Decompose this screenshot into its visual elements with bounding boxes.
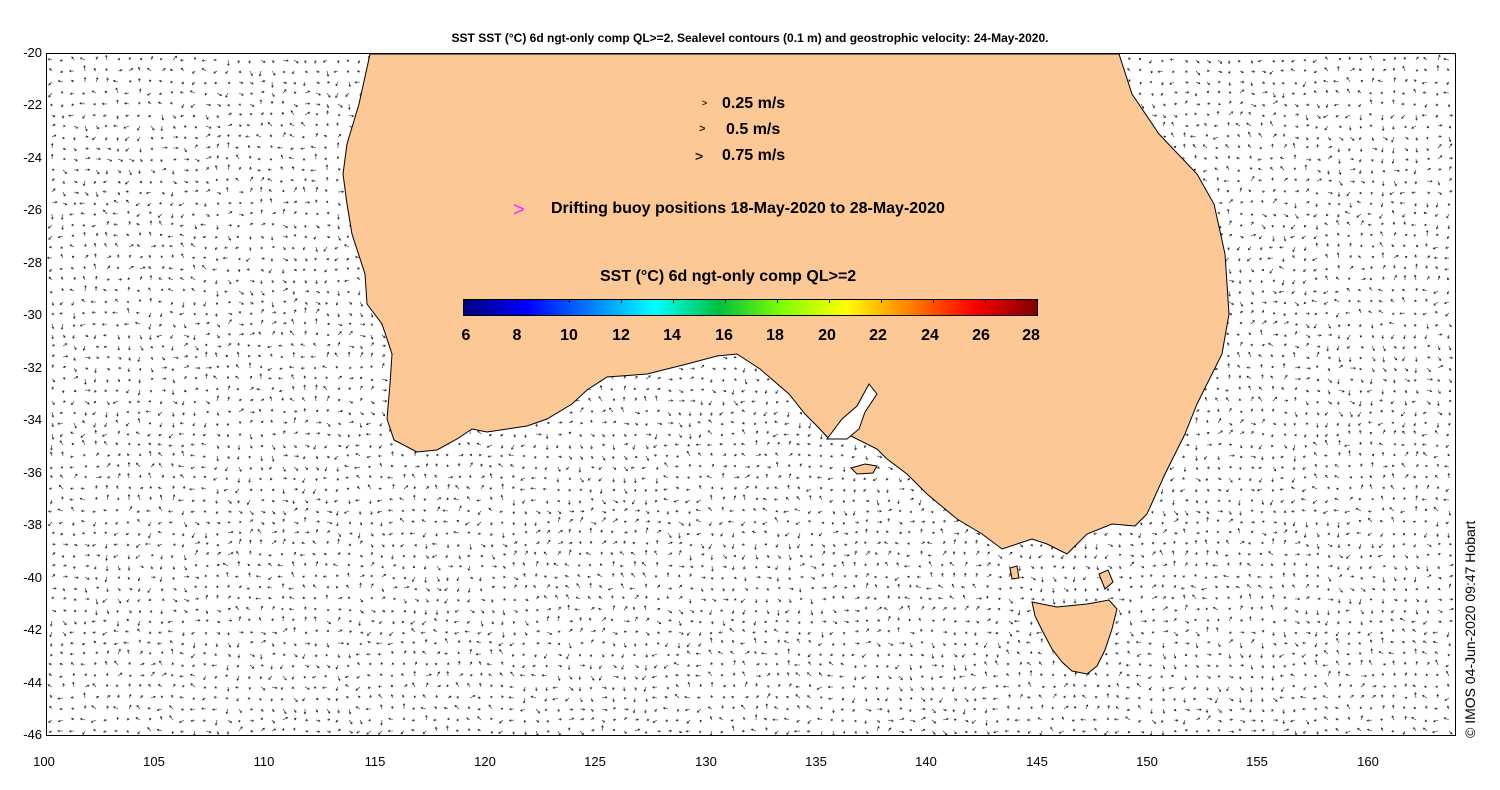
lat-tick-label: -40 — [23, 570, 42, 585]
lon-tick-label: 100 — [33, 754, 55, 769]
colorbar-title: SST (°C) 6d ngt-only comp QL>=2 — [600, 268, 857, 285]
lon-tick-label: 155 — [1246, 754, 1268, 769]
colorbar-tick-label: 12 — [612, 327, 630, 344]
lat-tick-label: -28 — [23, 255, 42, 270]
colorbar-tick-label: 24 — [921, 327, 939, 344]
colorbar-tick-mark — [777, 299, 778, 303]
colorbar-tick-label: 18 — [766, 327, 784, 344]
colorbar-tick-mark — [621, 299, 622, 303]
colorbar-tick-mark — [725, 299, 726, 303]
lat-tick-label: -34 — [23, 412, 42, 427]
colorbar-tick-mark — [881, 299, 882, 303]
lon-tick-label: 135 — [805, 754, 827, 769]
colorbar-tick-mark — [1037, 299, 1038, 303]
colorbar-tick-mark — [569, 299, 570, 303]
lat-tick-label: -32 — [23, 360, 42, 375]
colorbar-tick-mark — [829, 299, 830, 303]
lon-tick-label: 110 — [253, 754, 275, 769]
buoy-marker-icon: > — [513, 199, 525, 221]
lon-tick-label: 145 — [1026, 754, 1048, 769]
colorbar-tick-mark — [985, 299, 986, 303]
credit-label: © IMOS 04-Jun-2020 09:47 Hobart — [1462, 520, 1478, 738]
lat-tick-label: -22 — [23, 97, 42, 112]
velocity-scale-arrow-small: > — [702, 98, 708, 108]
lat-tick-label: -44 — [23, 675, 42, 690]
kangaroo-island — [850, 463, 878, 475]
map-title: SST SST (°C) 6d ngt-only comp QL>=2. Sea… — [451, 31, 1049, 45]
tasmania — [1031, 599, 1118, 675]
lon-tick-label: 150 — [1136, 754, 1158, 769]
colorbar-tick-mark — [517, 299, 518, 303]
lon-tick-label: 160 — [1357, 754, 1379, 769]
velocity-scale-arrow-large: > — [695, 148, 704, 164]
colorbar-tick-label: 28 — [1022, 327, 1040, 344]
spencer-gulf — [826, 383, 878, 440]
flinders-island — [1098, 569, 1114, 590]
lon-tick-label: 115 — [364, 754, 386, 769]
colorbar-tick-label: 16 — [715, 327, 733, 344]
australia-landmass — [342, 54, 1230, 675]
lat-tick-label: -38 — [23, 517, 42, 532]
velocity-scale-label: 0.5 m/s — [726, 121, 781, 138]
velocity-scale-label: 0.75 m/s — [722, 147, 786, 164]
lon-tick-label: 105 — [143, 754, 165, 769]
lat-tick-label: -36 — [23, 465, 42, 480]
colorbar-tick-mark — [673, 299, 674, 303]
colorbar-tick-label: 26 — [972, 327, 990, 344]
lat-tick-label: -20 — [23, 45, 42, 60]
colorbar-tick-label: 14 — [663, 327, 681, 344]
velocity-scale-label: 0.25 m/s — [722, 95, 786, 112]
colorbar-tick-label: 6 — [461, 327, 471, 344]
king-island — [1009, 565, 1020, 580]
buoy-legend-label: Drifting buoy positions 18-May-2020 to 2… — [551, 200, 945, 217]
sst-colorbar — [463, 299, 1038, 316]
map-frame — [46, 53, 1456, 736]
colorbar-tick-label: 20 — [818, 327, 836, 344]
colorbar-tick-mark — [933, 299, 934, 303]
lon-tick-label: 130 — [695, 754, 717, 769]
lat-tick-label: -46 — [23, 727, 42, 742]
lat-tick-label: -42 — [23, 622, 42, 637]
lon-tick-label: 140 — [915, 754, 937, 769]
colorbar-tick-mark — [465, 299, 466, 303]
velocity-scale-arrow-medium: > — [699, 123, 706, 135]
lat-tick-label: -26 — [23, 202, 42, 217]
colorbar-tick-label: 8 — [512, 327, 522, 344]
colorbar-tick-label: 22 — [869, 327, 887, 344]
lon-tick-label: 120 — [474, 754, 496, 769]
lat-tick-label: -24 — [23, 150, 42, 165]
lat-tick-label: -30 — [23, 307, 42, 322]
lon-tick-label: 125 — [584, 754, 606, 769]
colorbar-tick-label: 10 — [560, 327, 578, 344]
